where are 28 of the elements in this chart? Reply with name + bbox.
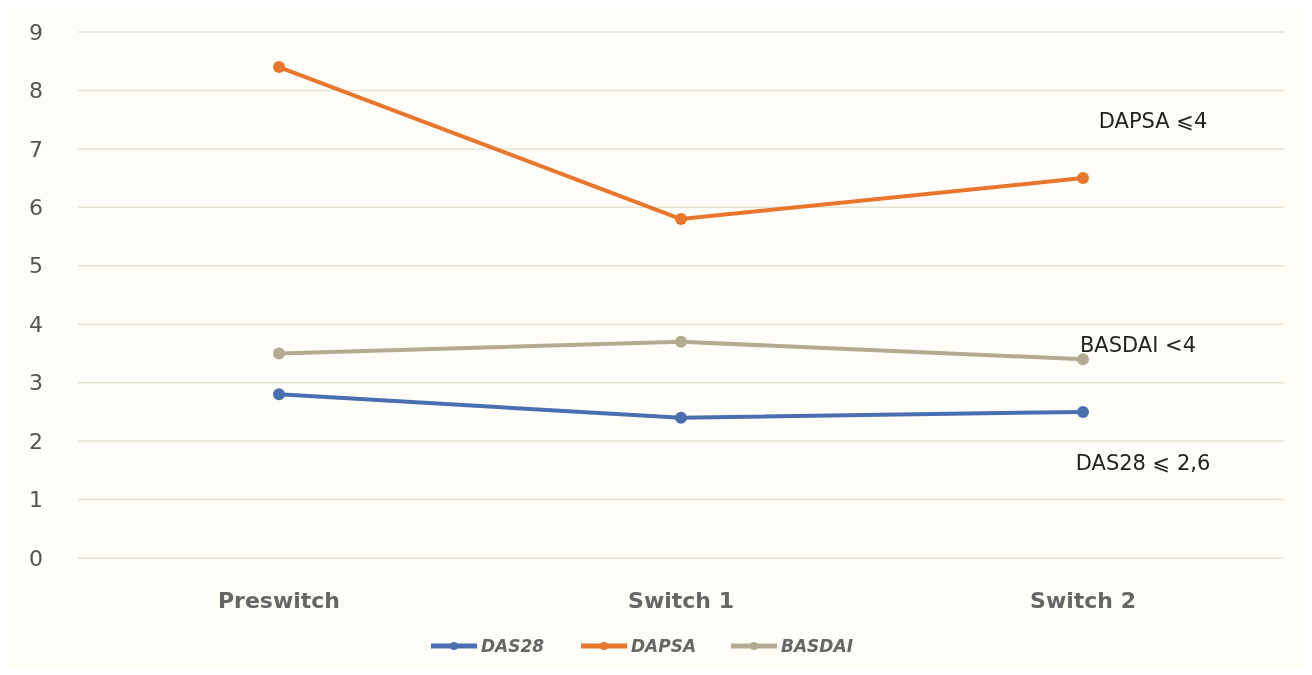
legend-label: DAS28 — [481, 635, 545, 656]
y-tick-label: 1 — [29, 487, 43, 513]
x-tick-label: Switch 1 — [628, 588, 734, 613]
y-tick-label: 3 — [29, 370, 43, 396]
point — [273, 61, 285, 74]
point — [1077, 405, 1089, 418]
y-tick-label: 9 — [29, 19, 43, 45]
y-tick-label: 8 — [29, 78, 43, 104]
legend-label: BASDAI — [781, 635, 853, 656]
point — [675, 213, 687, 226]
y-tick-label: 0 — [29, 545, 43, 571]
y-tick-label: 7 — [29, 136, 43, 162]
x-tick-label: Preswitch — [217, 588, 341, 613]
point — [675, 335, 687, 348]
annotation: BASDAI <4 — [1079, 333, 1197, 357]
x-tick-label: Switch 2 — [1030, 588, 1136, 613]
legend-label: DAPSA — [631, 635, 697, 656]
y-tick-label: 2 — [29, 428, 43, 454]
y-tick-label: 4 — [29, 311, 43, 337]
y-tick-label: 6 — [29, 195, 43, 221]
point — [1077, 353, 1089, 366]
point — [273, 347, 285, 360]
point — [273, 388, 285, 401]
point — [675, 411, 687, 424]
annotation: DAS28 ⩽ 2,6 — [1075, 451, 1211, 475]
point — [1077, 172, 1089, 185]
annotation: DAPSA ⩽4 — [1098, 109, 1208, 133]
y-tick-label: 5 — [29, 253, 43, 279]
